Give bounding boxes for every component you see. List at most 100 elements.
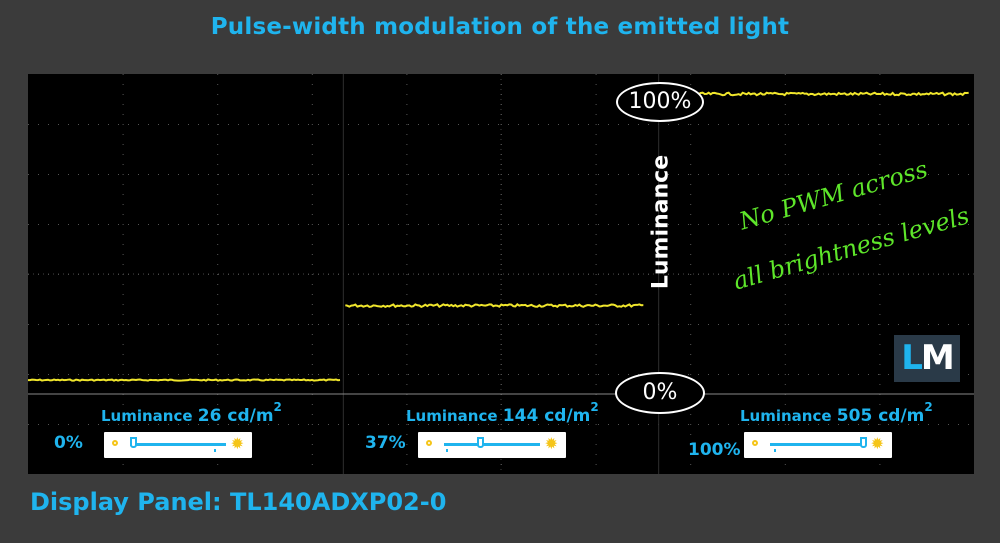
grid-dot: [448, 174, 449, 175]
grid-dot: [168, 424, 169, 425]
grid-dot: [758, 374, 759, 375]
grid-dot: [778, 374, 779, 375]
grid-dot: [595, 104, 597, 105]
grid-dot: [348, 424, 349, 425]
grid-dot: [690, 134, 692, 135]
grid-dot: [508, 174, 509, 175]
grid-dot: [238, 124, 239, 125]
grid-dot: [538, 174, 539, 175]
grid-dot: [338, 374, 339, 375]
grid-dot: [879, 354, 881, 355]
grid-dot: [858, 174, 859, 175]
grid-dot: [538, 324, 539, 325]
grid-dot: [388, 374, 389, 375]
grid-dot: [308, 424, 309, 425]
grid-dot: [948, 224, 949, 225]
grid-dot: [595, 384, 597, 385]
grid-dot: [618, 174, 619, 175]
grid-dot: [879, 324, 881, 325]
grid-dot: [398, 224, 399, 225]
grid-dot: [688, 424, 689, 425]
grid-dot: [668, 424, 669, 425]
grid-dot: [595, 214, 597, 215]
grid-dot: [122, 204, 124, 205]
grid-dot: [138, 374, 139, 375]
grid-dot: [588, 424, 589, 425]
grid-dot: [98, 124, 99, 125]
brightness-percent-1: 0%: [54, 433, 83, 453]
grid-dot: [388, 124, 389, 125]
grid-dot: [688, 174, 689, 175]
grid-dot: [518, 124, 519, 125]
grid-dot: [308, 124, 309, 125]
grid-dot: [178, 124, 179, 125]
grid-dot: [958, 124, 959, 125]
grid-dot: [88, 124, 89, 125]
grid-dot: [784, 414, 786, 415]
grid-dot: [858, 124, 859, 125]
grid-dot: [784, 164, 786, 165]
grid-dot: [406, 264, 408, 265]
grid-dot: [748, 224, 749, 225]
grid-dot: [728, 374, 729, 375]
grid-dot: [948, 424, 949, 425]
grid-dot: [128, 224, 129, 225]
grid-dot: [918, 324, 919, 325]
grid-dot: [798, 124, 799, 125]
grid-dot: [578, 324, 579, 325]
grid-dot: [288, 424, 289, 425]
grid-dot: [595, 204, 597, 205]
grid-dot: [48, 174, 49, 175]
grid-dot: [438, 124, 439, 125]
grid-dot: [268, 374, 269, 375]
grid-dot: [595, 74, 597, 75]
grid-dot: [595, 254, 597, 255]
dim-sun-icon: [112, 440, 118, 446]
grid-dot: [217, 324, 219, 325]
grid-dot: [768, 324, 769, 325]
slider-knob: [477, 437, 485, 448]
grid-dot: [398, 374, 399, 375]
grid-dot: [690, 144, 692, 145]
grid-dot: [879, 214, 881, 215]
grid-dot: [768, 174, 769, 175]
grid-dot: [217, 164, 219, 165]
grid-dot: [188, 124, 189, 125]
grid-dot: [311, 144, 313, 145]
grid-dot: [548, 224, 549, 225]
grid-dot: [311, 384, 313, 385]
grid-dot: [868, 224, 869, 225]
grid-dot: [595, 444, 597, 445]
grid-dot: [568, 174, 569, 175]
grid-dot: [848, 424, 849, 425]
grid-dot: [558, 374, 559, 375]
grid-dot: [968, 374, 969, 375]
grid-dot: [258, 174, 259, 175]
grid-dot: [784, 314, 786, 315]
grid-dot: [690, 224, 692, 225]
y-axis-label: Luminance: [648, 154, 674, 290]
grid-dot: [458, 124, 459, 125]
grid-dot: [879, 104, 881, 105]
grid-dot: [938, 124, 939, 125]
grid-dot: [784, 384, 786, 385]
grid-dot: [288, 324, 289, 325]
grid-dot: [478, 374, 479, 375]
grid-dot: [406, 244, 408, 245]
grid-dot: [168, 124, 169, 125]
grid-dot: [311, 294, 313, 295]
grid-dot: [311, 354, 313, 355]
luminance-label-1: Luminance 26 cd/m2: [101, 400, 282, 426]
grid-dot: [498, 424, 499, 425]
display-panel-label: Display Panel: TL140ADXP02-0: [30, 488, 447, 516]
grid-dot: [311, 174, 313, 175]
grid-dot: [38, 174, 39, 175]
grid-dot: [188, 324, 189, 325]
grid-dot: [298, 224, 299, 225]
grid-dot: [48, 374, 49, 375]
grid-dot: [628, 224, 629, 225]
grid-dot: [258, 124, 259, 125]
grid-dot: [378, 374, 379, 375]
grid-dot: [358, 174, 359, 175]
grid-dot: [478, 224, 479, 225]
